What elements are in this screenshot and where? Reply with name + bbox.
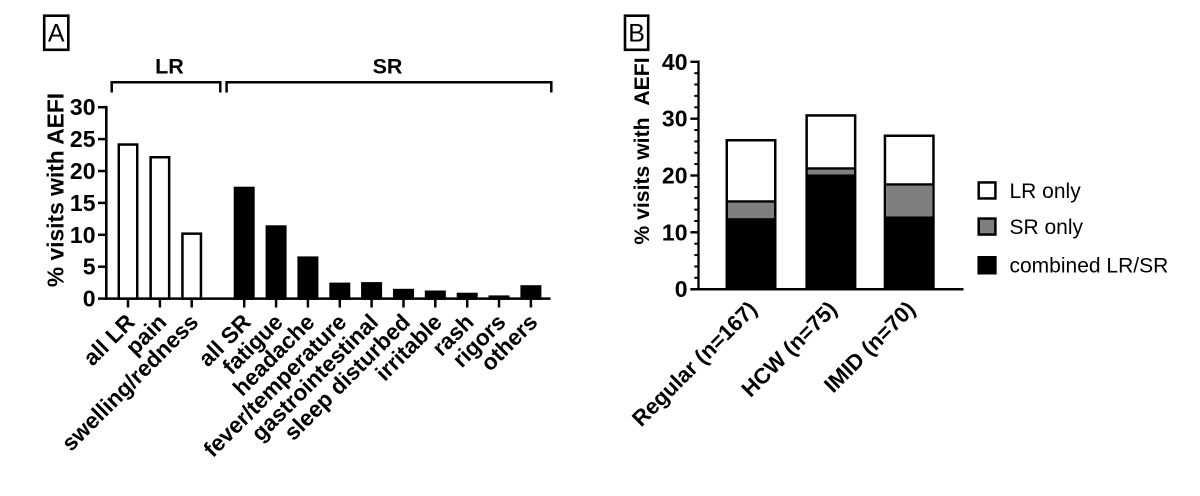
svg-text:SR only: SR only — [1010, 216, 1084, 239]
svg-text:10: 10 — [662, 219, 688, 245]
svg-text:A: A — [48, 19, 65, 47]
svg-text:combined LR/SR: combined LR/SR — [1010, 255, 1169, 278]
svg-text:10: 10 — [70, 222, 96, 248]
svg-text:% visits with AEFI: % visits with AEFI — [631, 57, 654, 244]
svg-text:LR: LR — [155, 55, 184, 79]
svg-text:15: 15 — [70, 190, 96, 216]
svg-text:5: 5 — [83, 254, 96, 280]
svg-text:0: 0 — [675, 276, 688, 302]
svg-text:20: 20 — [70, 158, 96, 184]
svg-text:30: 30 — [70, 94, 96, 120]
svg-text:20: 20 — [662, 163, 688, 189]
svg-text:LR only: LR only — [1010, 180, 1082, 203]
svg-text:B: B — [628, 19, 645, 47]
svg-text:SR: SR — [373, 55, 403, 79]
svg-text:0: 0 — [83, 286, 96, 312]
svg-text:25: 25 — [70, 126, 96, 152]
svg-text:% visits with AEFI: % visits with AEFI — [43, 93, 69, 287]
svg-text:40: 40 — [662, 49, 688, 75]
svg-text:30: 30 — [662, 106, 688, 132]
